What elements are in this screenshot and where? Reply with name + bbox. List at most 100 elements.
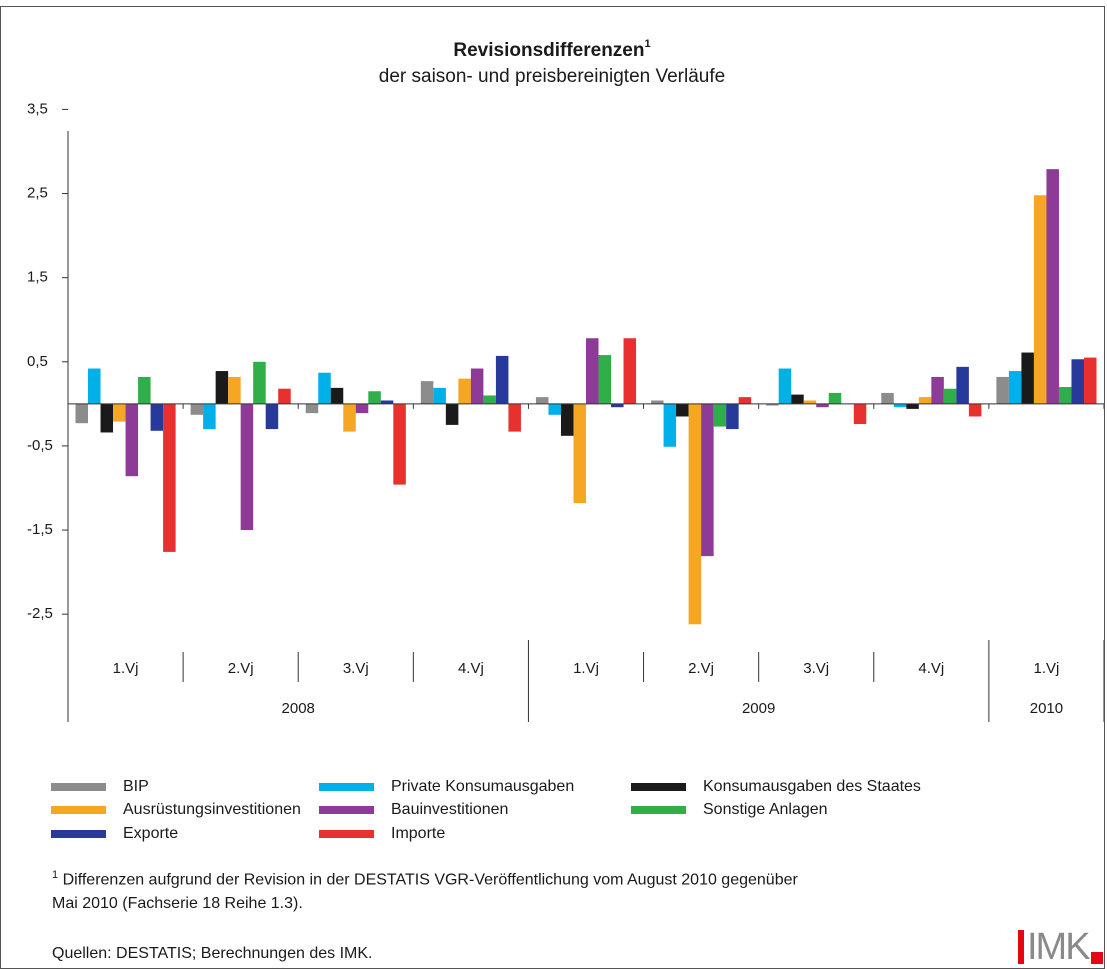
bar <box>380 400 394 404</box>
legend-item: BIP <box>51 778 149 796</box>
legend-label: Konsumausgaben des Staates <box>703 778 921 795</box>
bar <box>1008 371 1022 404</box>
year-label: 2010 <box>1030 700 1063 717</box>
bar <box>968 403 982 417</box>
bar <box>560 403 574 436</box>
bar <box>535 397 549 404</box>
page: {"chart_data": { "type": "bar", "title":… <box>0 6 1107 969</box>
year-label: 2009 <box>742 700 775 717</box>
bar <box>906 403 919 409</box>
bar <box>113 403 126 422</box>
bar <box>75 403 89 424</box>
bar <box>1033 195 1047 404</box>
bar <box>586 338 599 404</box>
footnote-line: Mai 2010 (Fachserie 18 Reihe 1.3). <box>52 895 303 913</box>
y-tick-label: 1,5 <box>27 269 48 286</box>
legend-swatch <box>319 806 374 814</box>
bar <box>1071 359 1084 404</box>
footnote: 1 Differenzen aufgrund der Revision in d… <box>52 863 798 916</box>
bar <box>791 394 804 404</box>
bar <box>420 381 434 404</box>
bar <box>853 403 867 425</box>
legend-swatch <box>631 806 686 814</box>
bar <box>495 355 509 404</box>
x-tick-label: 3.Vj <box>343 660 369 677</box>
legend-item: Ausrüstungsinvestitionen <box>51 801 301 819</box>
bar <box>956 366 969 404</box>
bar <box>228 376 241 404</box>
logo-text: IMK <box>1027 926 1091 968</box>
bar <box>508 403 521 432</box>
bar <box>713 403 727 427</box>
bar <box>355 403 369 414</box>
legend-swatch <box>51 806 106 814</box>
chart-frame: Revisionsdifferenzen1 der saison- und pr… <box>0 6 1105 969</box>
chart: Revisionsdifferenzen1 der saison- und pr… <box>27 38 1104 722</box>
logo-square <box>1090 952 1103 964</box>
logo: IMK <box>1018 926 1103 968</box>
x-tick-label: 4.Vj <box>458 660 484 677</box>
bar <box>738 397 752 404</box>
legend-item: Private Konsumausgaben <box>319 778 574 796</box>
bar <box>611 403 624 408</box>
legend-swatch <box>319 783 374 791</box>
bar <box>190 403 204 415</box>
footnote-mark: 1 <box>52 869 59 881</box>
legend-swatch <box>51 783 106 791</box>
y-tick-label: -1,5 <box>27 521 53 538</box>
y-tick-label: 3,5 <box>27 100 48 117</box>
title-note: 1 <box>644 38 650 50</box>
bar <box>816 403 829 408</box>
legend-item: Bauinvestitionen <box>319 801 508 819</box>
bar <box>766 403 779 406</box>
bar <box>996 376 1009 404</box>
logo-bar <box>1018 930 1024 964</box>
legend-item: Exporte <box>51 825 178 843</box>
x-tick-label: 1.Vj <box>1034 660 1060 677</box>
bar <box>88 368 101 404</box>
bar <box>1083 357 1097 404</box>
legend-label: Private Konsumausgaben <box>391 778 575 795</box>
legend-label: Importe <box>391 825 446 842</box>
x-tick-label: 3.Vj <box>803 660 829 677</box>
x-tick-label: 4.Vj <box>918 660 944 677</box>
legend-swatch <box>51 830 106 838</box>
chart-title: Revisionsdifferenzen1 <box>453 38 650 61</box>
legend-label: Ausrüstungsinvestitionen <box>123 801 301 818</box>
y-tick-label: 2,5 <box>27 185 48 202</box>
bar <box>330 387 344 404</box>
legend-item: Importe <box>319 825 445 843</box>
bar <box>598 355 612 404</box>
chart-subtitle: der saison- und preisbereinigten Verläuf… <box>379 66 725 87</box>
legend-label: Bauinvestitionen <box>391 801 509 818</box>
bar <box>828 392 842 404</box>
bar <box>393 403 406 485</box>
legend-swatch <box>319 830 374 838</box>
bar <box>343 403 356 432</box>
bar <box>918 397 932 404</box>
footnote-line: Differenzen aufgrund der Revision in der… <box>62 871 798 889</box>
year-label: 2008 <box>282 700 315 717</box>
bar <box>701 403 714 557</box>
bar <box>483 395 496 404</box>
legend-item: Konsumausgaben des Staates <box>631 778 921 796</box>
bar <box>125 403 139 477</box>
legend-label: Exporte <box>123 825 179 842</box>
bar <box>163 403 176 552</box>
bar <box>470 368 484 404</box>
bar <box>318 372 331 404</box>
bar <box>1021 352 1034 404</box>
bar <box>1046 169 1059 404</box>
legend-swatch <box>631 783 686 791</box>
bar <box>433 387 446 404</box>
title-text: Revisionsdifferenzen <box>453 40 644 61</box>
bar <box>150 403 164 431</box>
y-tick-label: 0,5 <box>27 353 48 370</box>
bar <box>893 403 907 408</box>
bar <box>676 403 689 417</box>
bar <box>240 403 254 531</box>
bar <box>305 403 319 414</box>
bar <box>458 378 471 404</box>
bar <box>548 403 561 415</box>
bar <box>368 391 381 404</box>
